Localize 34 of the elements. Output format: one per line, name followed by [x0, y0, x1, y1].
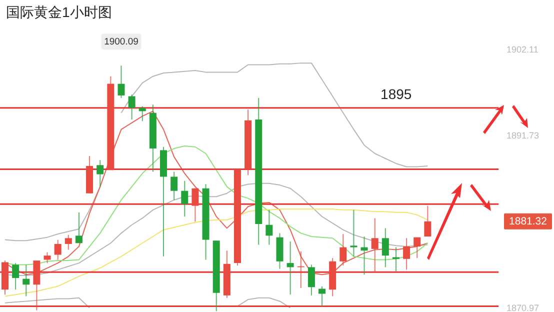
candlestick — [318, 286, 326, 307]
candlestick — [75, 212, 82, 244]
y-tick-label: 1902.11 — [506, 44, 538, 54]
text: 1881.32 — [509, 215, 548, 228]
candlestick — [371, 218, 378, 273]
candlestick — [138, 106, 146, 122]
y-tick-label: 1870.97 — [506, 302, 540, 312]
candlestick — [118, 65, 125, 98]
candlestick — [96, 160, 104, 188]
candlestick — [266, 209, 273, 246]
candlestick — [54, 239, 62, 260]
candlestick — [403, 238, 410, 270]
chart-title: 国际黄金1小时图 — [6, 4, 112, 20]
candlestick — [382, 228, 389, 268]
y-tick-label: 1891.73 — [506, 130, 540, 141]
candlestick — [350, 209, 358, 257]
candlestick — [286, 240, 294, 296]
candlestick — [424, 205, 432, 237]
candlestick — [414, 236, 421, 259]
candlestick — [44, 252, 51, 264]
candlestick — [170, 171, 178, 200]
candlestick — [340, 234, 347, 266]
candlestick — [181, 180, 188, 218]
line-series — [4, 208, 428, 297]
candlestick — [360, 236, 368, 276]
ref-line-label: 1895 — [380, 86, 412, 102]
candlestick — [128, 94, 136, 120]
candlestick — [192, 188, 199, 222]
candlestick — [308, 264, 315, 296]
annotation: 1900.09 — [104, 36, 138, 48]
candlestick — [12, 262, 20, 290]
candlestick — [392, 246, 400, 272]
candlestick — [64, 234, 72, 250]
candlestick — [22, 264, 30, 297]
